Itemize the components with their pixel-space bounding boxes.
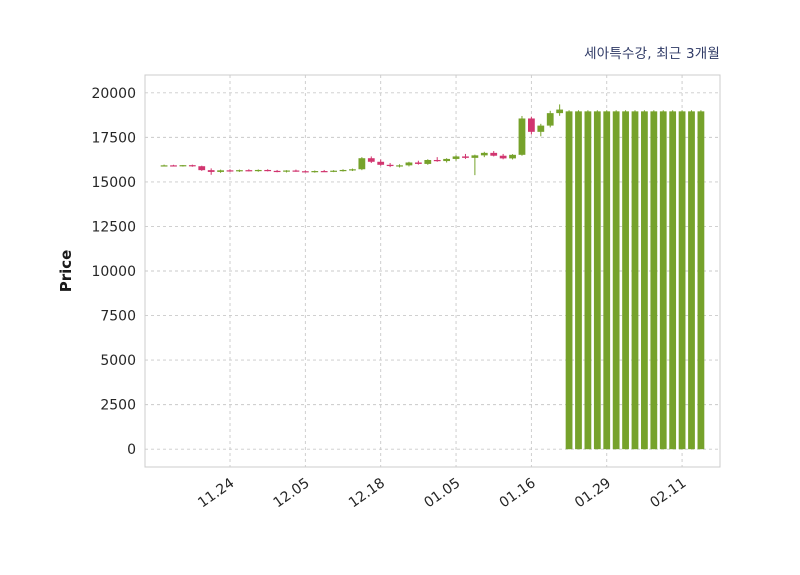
svg-text:12.05: 12.05: [271, 475, 313, 511]
svg-text:12.18: 12.18: [346, 475, 388, 511]
svg-text:12500: 12500: [91, 219, 136, 235]
svg-text:11.24: 11.24: [195, 475, 237, 511]
svg-text:10000: 10000: [91, 264, 136, 280]
svg-text:0: 0: [127, 442, 136, 458]
svg-text:20000: 20000: [91, 86, 136, 102]
chart-title: 세아특수강, 최근 3개월: [584, 46, 720, 62]
svg-text:01.29: 01.29: [572, 475, 614, 511]
svg-text:17500: 17500: [91, 130, 136, 146]
svg-text:2500: 2500: [100, 398, 136, 414]
svg-text:01.05: 01.05: [421, 475, 463, 511]
svg-text:5000: 5000: [100, 353, 136, 369]
svg-text:01.16: 01.16: [497, 475, 539, 511]
y-axis-label: Price: [57, 249, 75, 293]
svg-text:15000: 15000: [91, 175, 136, 191]
svg-text:02.11: 02.11: [647, 475, 689, 511]
svg-text:7500: 7500: [100, 309, 136, 325]
